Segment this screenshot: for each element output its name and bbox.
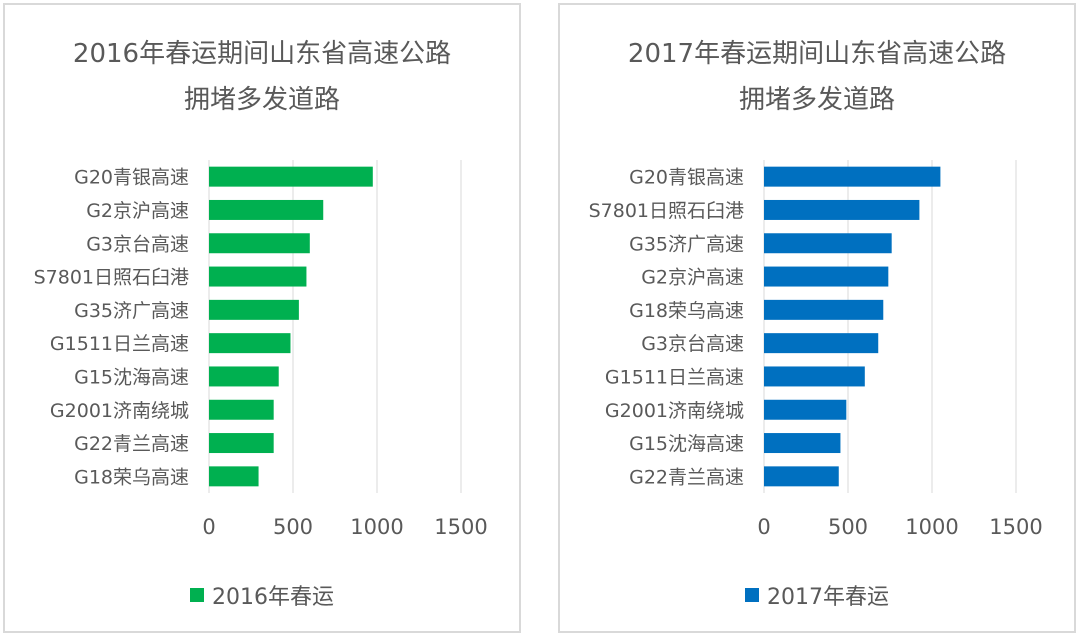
bar — [764, 399, 847, 420]
bar — [764, 299, 884, 320]
chart-subtitle: 拥堵多发道路 — [183, 85, 340, 115]
category-label: G3京台高速 — [641, 333, 744, 355]
bar — [209, 266, 307, 287]
x-tick-label: 500 — [273, 515, 313, 539]
bar — [764, 199, 920, 220]
category-label: G22青兰高速 — [74, 433, 189, 455]
legend-swatch — [190, 588, 204, 602]
bar — [764, 266, 889, 287]
category-label: G18荣乌高速 — [629, 300, 744, 322]
legend: 2017年春运 — [560, 579, 1074, 611]
bar — [764, 466, 839, 487]
bar — [209, 199, 324, 220]
chart-title: 2017年春运期间山东省高速公路 — [627, 39, 1007, 69]
category-label: G22青兰高速 — [629, 466, 744, 488]
x-tick-label: 0 — [202, 515, 215, 539]
bar — [764, 433, 841, 454]
x-tick-label: 1000 — [905, 515, 958, 539]
category-label: G35济广高速 — [629, 233, 744, 255]
bar — [209, 433, 274, 454]
chart-title: 2016年春运期间山东省高速公路 — [72, 39, 452, 69]
x-tick-label: 1500 — [989, 515, 1042, 539]
category-label: G20青银高速 — [629, 167, 744, 189]
bar-chart-2017: 0 500 1000 1500 G20青银高速 S7801日照石臼港 G35济广高速 G2京沪… — [589, 160, 1043, 539]
category-label: G1511日兰高速 — [50, 333, 189, 355]
bar — [209, 299, 299, 320]
bar — [209, 399, 274, 420]
bar-chart-2016: 0 500 1000 1500 G20青银高速 G2京沪高速 G3京台高速 S7801日照石臼… — [34, 160, 488, 539]
category-label: G2001济南绕城 — [50, 400, 189, 422]
category-label: G20青银高速 — [74, 167, 189, 189]
bar — [209, 233, 310, 254]
x-tick-label: 1500 — [434, 515, 487, 539]
bar — [764, 166, 941, 187]
legend-label: 2017年春运 — [767, 585, 889, 610]
bar — [764, 366, 865, 387]
bar — [764, 333, 879, 354]
chart-subtitle: 拥堵多发道路 — [738, 85, 895, 115]
chart-panel-2017: 2017年春运期间山东省高速公路 拥堵多发道路 0 500 1000 1500 G20青… — [558, 3, 1076, 633]
chart-panel-2016: 2016年春运期间山东省高速公路 拥堵多发道路 0 500 1000 1500 G20青… — [3, 3, 521, 633]
category-label: G15沈海高速 — [629, 433, 744, 455]
category-label: G35济广高速 — [74, 300, 189, 322]
bar — [209, 166, 373, 187]
category-label: G15沈海高速 — [74, 366, 189, 388]
category-label: S7801日照石臼港 — [34, 267, 189, 289]
bar — [209, 333, 291, 354]
legend-label: 2016年春运 — [212, 585, 334, 610]
x-tick-label: 0 — [757, 515, 770, 539]
bar — [209, 366, 279, 387]
category-label: G3京台高速 — [86, 233, 189, 255]
category-label: G2001济南绕城 — [605, 400, 744, 422]
legend: 2016年春运 — [5, 579, 519, 611]
x-tick-label: 1000 — [350, 515, 403, 539]
category-label: G18荣乌高速 — [74, 466, 189, 488]
x-tick-label: 500 — [828, 515, 868, 539]
bar — [764, 233, 892, 254]
category-label: G1511日兰高速 — [605, 366, 744, 388]
bar — [209, 466, 259, 487]
category-label: G2京沪高速 — [86, 200, 189, 222]
category-label: S7801日照石臼港 — [589, 200, 744, 222]
legend-swatch — [745, 588, 759, 602]
category-label: G2京沪高速 — [641, 267, 744, 289]
